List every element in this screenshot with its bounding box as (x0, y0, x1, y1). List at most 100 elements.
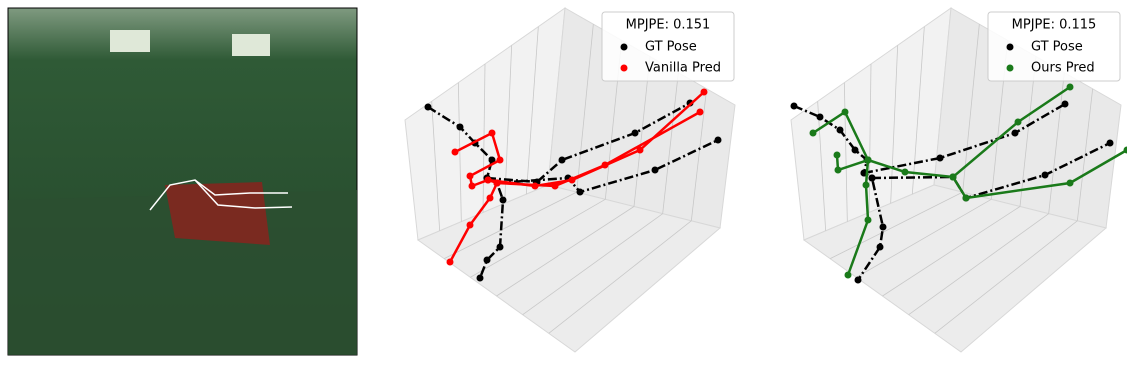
grid-line (470, 198, 606, 278)
gt-joint (476, 274, 484, 282)
legend-title: MPJPE: 0.115 (1012, 18, 1097, 33)
gt-joint (424, 103, 432, 111)
legend-label: GT Pose (645, 40, 697, 55)
pred-joint (700, 88, 708, 96)
gt-joint (483, 256, 491, 264)
gt-joint (1106, 139, 1114, 147)
gt-bone (793, 104, 885, 281)
grid-line (843, 82, 848, 222)
pred-joint (551, 182, 559, 190)
gt-joint (879, 223, 887, 231)
grid-line (1048, 72, 1065, 214)
legend-marker (1006, 43, 1014, 51)
gt-joint (558, 156, 566, 164)
pred-joint (451, 148, 459, 156)
pred-bone (951, 148, 1127, 200)
grid-line (868, 63, 872, 213)
grid-line (911, 26, 925, 195)
grid-line (934, 220, 1078, 334)
legend-box (987, 11, 1121, 82)
gt-joint (499, 196, 507, 204)
pred-joint (636, 146, 644, 154)
pred-joint (601, 161, 609, 169)
gt-joint (936, 154, 944, 162)
gt-joint (488, 156, 496, 164)
grid-line (457, 82, 462, 222)
grid-line (662, 72, 679, 214)
grid-line (856, 198, 992, 278)
pred-joint (468, 182, 476, 190)
gt-bone (863, 102, 1066, 175)
legend-marker (620, 64, 628, 72)
pred-joint (949, 173, 957, 181)
pred-bone (846, 159, 870, 276)
gt-joint (456, 123, 464, 131)
pred-joint (484, 176, 492, 184)
gt-joint (651, 166, 659, 174)
pred-joint (841, 108, 849, 116)
grid-line (548, 220, 692, 334)
pred-joint (488, 129, 496, 137)
legend-marker (620, 43, 628, 51)
grid-line (690, 88, 708, 221)
grid-line (829, 191, 963, 260)
pred-joint (1066, 83, 1074, 91)
grid-line (817, 101, 827, 231)
grid-line (576, 24, 594, 193)
pred-joint (466, 221, 474, 229)
pred-joint (493, 179, 501, 187)
pred-joint (696, 108, 704, 116)
pred-joint (834, 166, 842, 174)
gt-bone (486, 101, 691, 184)
gt-joint (1041, 171, 1049, 179)
gt-joint (496, 243, 504, 251)
legend-box (601, 11, 735, 82)
grid-line (1076, 88, 1094, 221)
pred-bone (496, 110, 701, 188)
pred-joint (962, 194, 970, 202)
pred-joint (466, 172, 474, 180)
grid-line (882, 206, 1021, 297)
gt-joint (714, 136, 722, 144)
pred-joint (901, 168, 909, 176)
gt-joint (868, 174, 876, 182)
grid-line (496, 206, 635, 297)
pred-joint (864, 156, 872, 164)
pred-joint (446, 258, 454, 266)
photo (7, 7, 358, 356)
gt-joint (851, 146, 859, 154)
grid-line (908, 213, 1049, 315)
legend-marker (1006, 64, 1014, 72)
gt-joint (790, 102, 798, 110)
pred-joint (486, 194, 494, 202)
grid-line (522, 213, 663, 315)
grid-line (525, 26, 539, 195)
grid-line (431, 101, 441, 231)
gt-joint (1061, 100, 1069, 108)
gt-joint (1011, 129, 1019, 137)
pred-joint (862, 181, 870, 189)
legend-label: Vanilla Pred (645, 61, 721, 76)
grid-line (962, 24, 980, 193)
pred-joint (809, 129, 817, 137)
grid-line (443, 191, 577, 260)
gt-joint (854, 276, 862, 284)
legend-label: Ours Pred (1031, 61, 1095, 76)
pred-joint (1123, 146, 1127, 154)
grid-line (504, 45, 513, 204)
pred-joint (864, 216, 872, 224)
pred-joint (844, 271, 852, 279)
gt-joint (836, 126, 844, 134)
gt-joint (576, 188, 584, 196)
gt-joint (631, 129, 639, 137)
pose-panel: MPJPE: 0.115 GT Pose Ours Pred (790, 6, 1127, 353)
pred-joint (833, 151, 841, 159)
legend-label: GT Pose (1031, 40, 1083, 55)
pred-joint (496, 156, 504, 164)
gt-joint (816, 113, 824, 121)
gt-joint (876, 243, 884, 251)
pred-joint (1066, 179, 1074, 187)
pred-bone (448, 131, 502, 263)
legend-title: MPJPE: 0.151 (626, 18, 711, 33)
